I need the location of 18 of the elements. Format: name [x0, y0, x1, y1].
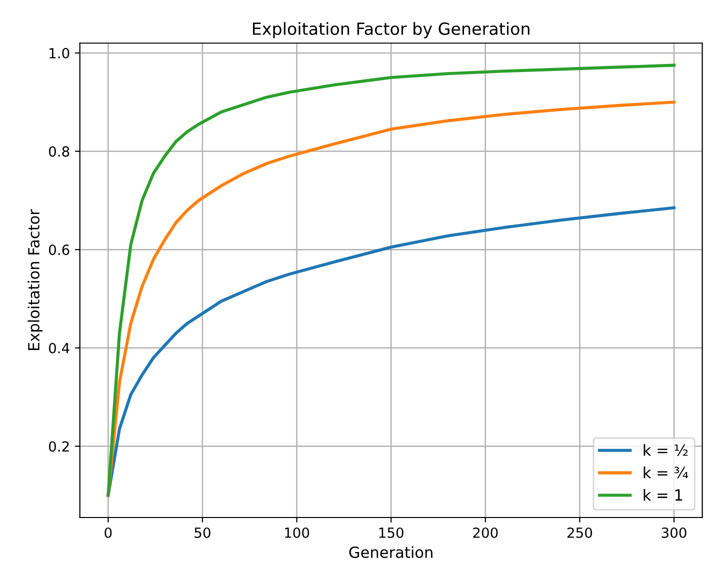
legend-label: k = 1	[644, 488, 682, 501]
x-tick-label: 0	[104, 527, 112, 538]
legend-label: k = ¾	[644, 466, 688, 478]
y-tick-label: 1.0	[50, 48, 70, 58]
y-tick-label: 0.2	[48, 441, 69, 452]
y-tick-label: 0.4	[48, 342, 70, 354]
y-axis-title: Exploitation Factor	[28, 209, 42, 350]
x-tick-label: 100	[285, 527, 310, 538]
x-tick-label: 150	[379, 527, 404, 538]
chart-title: Exploitation Factor by Generation	[252, 22, 530, 38]
x-axis-title: Generation	[349, 546, 432, 558]
y-tick-label: 0.6	[48, 244, 70, 256]
x-tick-label: 200	[473, 527, 498, 538]
x-tick-label: 300	[662, 527, 686, 538]
x-tick-label: 250	[567, 527, 592, 538]
x-tick-label: 50	[194, 527, 210, 538]
legend-label: k = ½	[644, 444, 688, 456]
y-tick-label: 0.8	[48, 146, 70, 157]
